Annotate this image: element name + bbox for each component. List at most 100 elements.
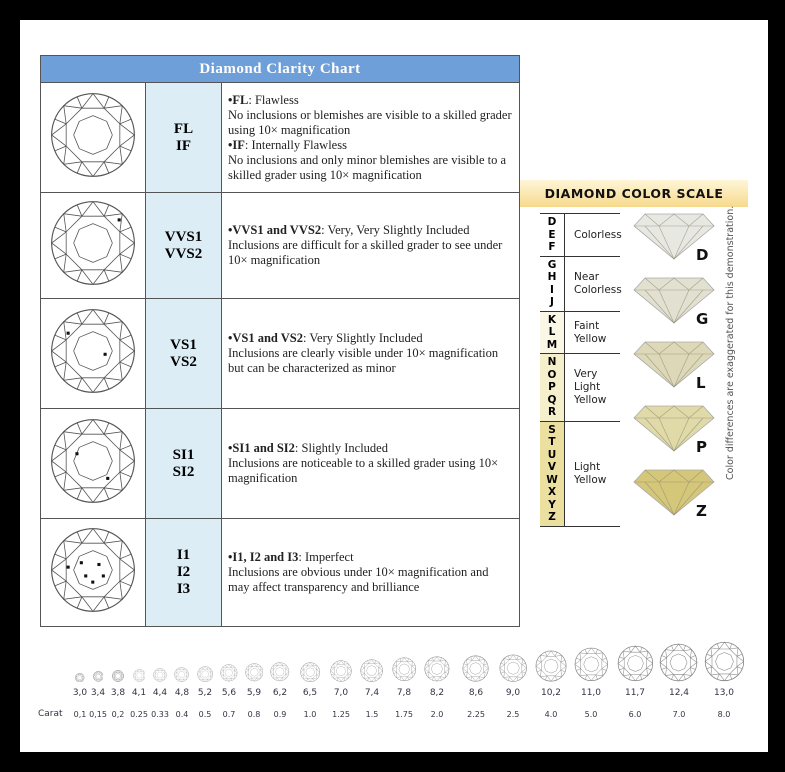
label-line: Yellow [574,474,607,486]
description-text: : Imperfect [298,550,354,564]
diamond-image-cell [40,518,146,627]
clarity-grade: VVS1 VVS2 [145,192,222,299]
grade-term: •SI1 and SI2 [228,441,295,455]
color-grade-label: Light Yellow [574,461,606,487]
color-grade-letter: H [547,271,557,283]
si-diamond-icon [50,418,136,504]
color-grade-group: S T U V W X Y Z Light Yellow [540,420,620,526]
diamond-color-sample-icon [633,341,715,388]
diamond-color-sample-icon [633,405,715,452]
label-line: Colorless [574,228,622,241]
color-grade-group: G H I J Near Colorless [540,255,622,311]
grade-label: I3 [176,581,191,597]
clarity-row: FL IF •FL: Flawless No inclusions or blemis… [40,82,520,193]
grade-term: •FL [228,92,249,107]
clarity-grade: VS1 VS2 [145,298,222,409]
grade-label: FL [173,120,194,137]
grade-label: SI1 [172,446,195,463]
color-grade-letter: R [547,406,557,418]
description-text: No inclusions and only minor blemishes a… [228,152,507,182]
grade-term: •IF [228,137,245,152]
color-sample-letter: P [696,438,707,456]
grade-label: VS2 [170,353,197,370]
description-line: No inclusions and only minor blemishes a… [228,153,513,183]
clarity-row: I1 I2 I3 •I1, I2 and I3: Imperfect Inclusion… [40,518,520,627]
color-grade-letter: U [547,448,557,461]
color-grade-group: K L M Faint Yellow [540,310,620,353]
imperfect-diamond-icon [50,527,136,613]
label-line: Light [574,461,601,473]
color-grade-letter: D [547,216,557,228]
flawless-diamond-icon [50,92,136,178]
color-grade-letter: E [548,228,556,241]
diamond-color-sample-icon [633,277,715,324]
description-line: •SI1 and SI2: Slightly Included [228,441,513,456]
color-grade-letter: Y [548,498,556,511]
color-sample-letter: Z [696,502,707,520]
description-text: : Very, Very Slightly Included [321,223,470,237]
clarity-row: SI1 SI2 •SI1 and SI2: Slightly Included Inc… [40,408,520,519]
color-grade-letter: N [547,356,557,368]
color-scale: DIAMOND COLOR SCALE Color differences ar… [520,180,748,530]
clarity-grade: FL IF [145,82,222,193]
label-line: Near [574,271,600,283]
clarity-grade: SI1 SI2 [145,408,222,519]
color-grade-letter: T [548,436,556,448]
label-line: Light [574,381,601,394]
color-sample-letter: D [696,246,709,264]
grade-label: VS1 [170,336,197,353]
color-grade-letter: G [547,258,557,271]
grade-label: I2 [176,564,191,580]
color-grade-letter: Q [547,393,557,406]
clarity-description: •FL: Flawless No inclusions or blemishes … [221,82,520,193]
grade-term: •I1, I2 and I3 [228,550,299,564]
description-line: •I1, I2 and I3: Imperfect [228,550,513,565]
label-line: Colorless [574,284,622,296]
color-grade-letter: K [547,313,557,326]
color-grade-letter: J [550,296,554,308]
clarity-row: VVS1 VVS2 •VVS1 and VVS2: Very, Very Sligh… [40,192,520,299]
color-grade-letter: O [547,368,557,381]
clarity-description: •VVS1 and VVS2: Very, Very Slightly Incl… [221,192,520,299]
color-grade-letter: L [548,326,556,338]
color-grade-group: D E F Colorless [540,213,622,256]
description-line: Inclusions are difficult for a skilled g… [228,238,513,268]
color-scale-title: DIAMOND COLOR SCALE [520,180,748,207]
description-text: : Slightly Included [294,441,388,455]
description-line: Inclusions are obvious under 10× magnifi… [228,565,513,595]
color-grade-letter: X [547,486,557,498]
color-grade-letter: S [548,423,556,436]
color-scale-note: Color differences are exaggerated for th… [725,205,736,480]
diamond-image-cell [40,408,146,519]
clarity-chart-title: Diamond Clarity Chart [40,55,520,83]
divider [540,525,620,527]
clarity-chart-table: Diamond Clarity Chart FL IF •FL: Flawless N… [40,55,520,627]
diamond-color-sample-icon [633,213,715,260]
description-text: Inclusions are obvious under 10× magnifi… [228,565,489,594]
clarity-description: •VS1 and VS2: Very Slightly Included Incl… [221,298,520,409]
color-grade-letter: Z [548,511,556,523]
description-text: Inclusions are noticeable to a skilled g… [228,456,499,485]
grade-label: IF [176,137,191,154]
label-line: Very [574,368,598,381]
description-line: •FL: Flawless [228,93,513,108]
color-grade-letter: I [550,283,554,296]
description-text: : Very Slightly Included [303,331,423,345]
clarity-description: •SI1 and SI2: Slightly Included Inclusion… [221,408,520,519]
color-grade-label: Faint Yellow [574,320,606,346]
description-line: •IF: Internally Flawless [228,138,513,153]
vvs-diamond-icon [50,200,136,286]
description-line: Inclusions are clearly visible under 10×… [228,346,513,376]
description-text: : Flawless [248,92,299,107]
description-line: •VS1 and VS2: Very Slightly Included [228,331,513,346]
description-line: •VVS1 and VVS2: Very, Very Slightly Incl… [228,223,513,238]
description-text: No inclusions or blemishes are visible t… [228,107,512,137]
clarity-grade: I1 I2 I3 [145,518,222,627]
diamond-image-cell [40,298,146,409]
label-line: Faint [574,319,600,332]
color-grade-label: Very Light Yellow [574,368,606,407]
